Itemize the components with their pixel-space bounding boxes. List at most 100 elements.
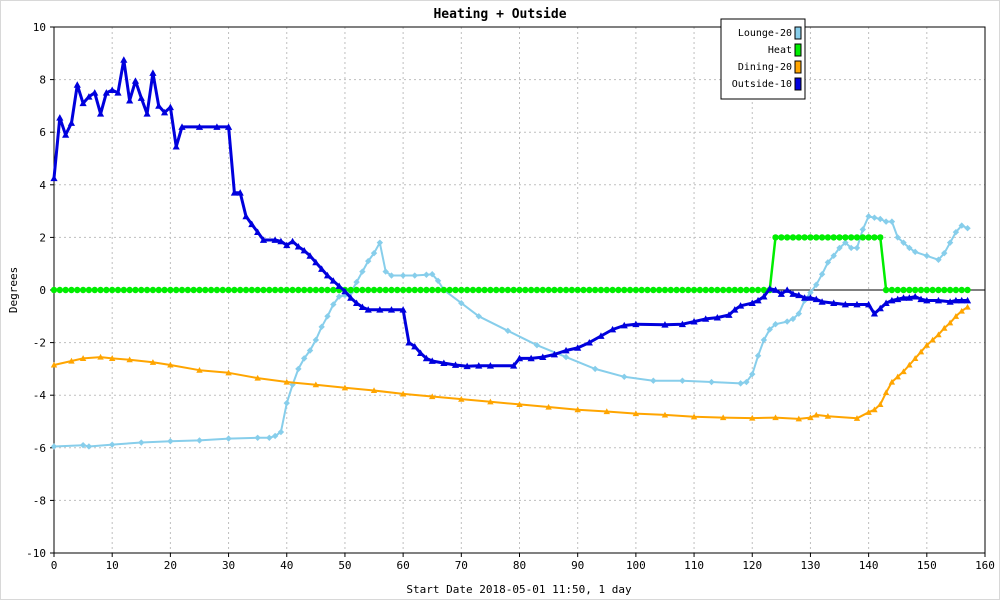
data-point xyxy=(597,332,605,339)
x-tick-label: 120 xyxy=(742,559,762,572)
data-point xyxy=(911,286,919,294)
data-point xyxy=(725,311,733,318)
data-point xyxy=(516,286,523,294)
data-point xyxy=(830,252,837,260)
data-point xyxy=(388,272,395,279)
data-point xyxy=(236,189,244,196)
data-point xyxy=(429,271,436,278)
data-point xyxy=(585,339,593,346)
data-point xyxy=(935,286,942,294)
x-tick-label: 60 xyxy=(397,559,410,572)
data-point xyxy=(376,306,384,313)
data-point xyxy=(946,286,954,294)
data-point xyxy=(370,249,378,257)
data-point xyxy=(621,286,628,294)
data-point xyxy=(411,342,419,350)
data-point xyxy=(638,286,645,294)
data-point xyxy=(458,299,465,307)
data-point xyxy=(196,367,203,373)
data-point xyxy=(766,326,773,333)
data-point xyxy=(85,93,93,100)
data-point xyxy=(306,286,314,294)
data-point xyxy=(341,287,349,295)
data-point xyxy=(79,441,87,449)
data-point xyxy=(830,234,837,241)
data-point xyxy=(964,303,971,310)
data-point xyxy=(923,286,931,294)
data-point xyxy=(923,342,931,348)
data-point xyxy=(865,234,872,241)
legend: Lounge-20 Heat Dining-20 Outside-10 xyxy=(720,18,806,100)
data-point xyxy=(399,286,407,294)
data-point xyxy=(475,313,482,320)
data-point xyxy=(353,286,360,294)
data-point xyxy=(777,290,785,297)
data-point xyxy=(591,365,599,373)
data-point xyxy=(440,359,448,366)
data-point xyxy=(597,286,605,294)
data-point xyxy=(73,81,81,88)
data-point xyxy=(271,236,279,243)
data-point xyxy=(900,239,907,246)
data-point xyxy=(79,99,87,107)
data-point xyxy=(85,286,93,294)
data-point xyxy=(789,315,797,323)
data-point xyxy=(865,213,872,220)
data-point xyxy=(737,302,745,309)
data-point xyxy=(126,356,133,363)
data-point xyxy=(941,249,948,257)
data-point xyxy=(353,278,360,286)
data-point xyxy=(318,265,326,272)
y-tick-label: 2 xyxy=(39,231,46,244)
data-point xyxy=(853,234,861,241)
data-point xyxy=(370,387,378,394)
data-point xyxy=(225,435,232,442)
data-point xyxy=(475,362,483,369)
data-point xyxy=(603,408,610,415)
data-point xyxy=(714,286,721,294)
data-point xyxy=(754,352,762,359)
data-point xyxy=(772,234,779,241)
data-point xyxy=(416,349,425,356)
data-point xyxy=(842,239,849,246)
data-point xyxy=(451,361,460,368)
data-point xyxy=(661,411,669,418)
data-point xyxy=(399,272,407,279)
data-point xyxy=(231,286,238,294)
data-point xyxy=(91,286,98,294)
data-point xyxy=(260,286,267,294)
data-point xyxy=(85,443,93,450)
data-point xyxy=(935,256,942,263)
data-point xyxy=(760,336,768,344)
data-point xyxy=(213,286,221,294)
data-point xyxy=(294,243,302,250)
data-point xyxy=(650,377,657,384)
data-point xyxy=(871,214,878,221)
data-point xyxy=(411,286,418,294)
data-point xyxy=(882,286,890,294)
data-point xyxy=(365,286,372,294)
x-tick-label: 10 xyxy=(106,559,119,572)
data-point xyxy=(929,336,936,343)
data-point xyxy=(964,224,971,232)
data-point xyxy=(923,296,931,304)
data-point xyxy=(789,290,797,297)
data-point xyxy=(580,286,587,294)
data-point xyxy=(806,294,815,301)
data-point xyxy=(79,286,87,294)
y-tick-label: -4 xyxy=(33,389,47,402)
data-point xyxy=(155,286,162,294)
data-point xyxy=(446,286,453,294)
data-point xyxy=(259,236,268,243)
y-axis-title: Degrees xyxy=(7,267,20,313)
data-point xyxy=(952,313,960,319)
data-point xyxy=(224,123,233,130)
data-point xyxy=(621,373,628,380)
data-point xyxy=(749,414,756,421)
data-point xyxy=(50,361,58,368)
data-point xyxy=(475,286,482,294)
data-point xyxy=(166,103,174,111)
data-point xyxy=(771,286,780,293)
data-point xyxy=(108,441,116,448)
data-point xyxy=(114,286,122,294)
